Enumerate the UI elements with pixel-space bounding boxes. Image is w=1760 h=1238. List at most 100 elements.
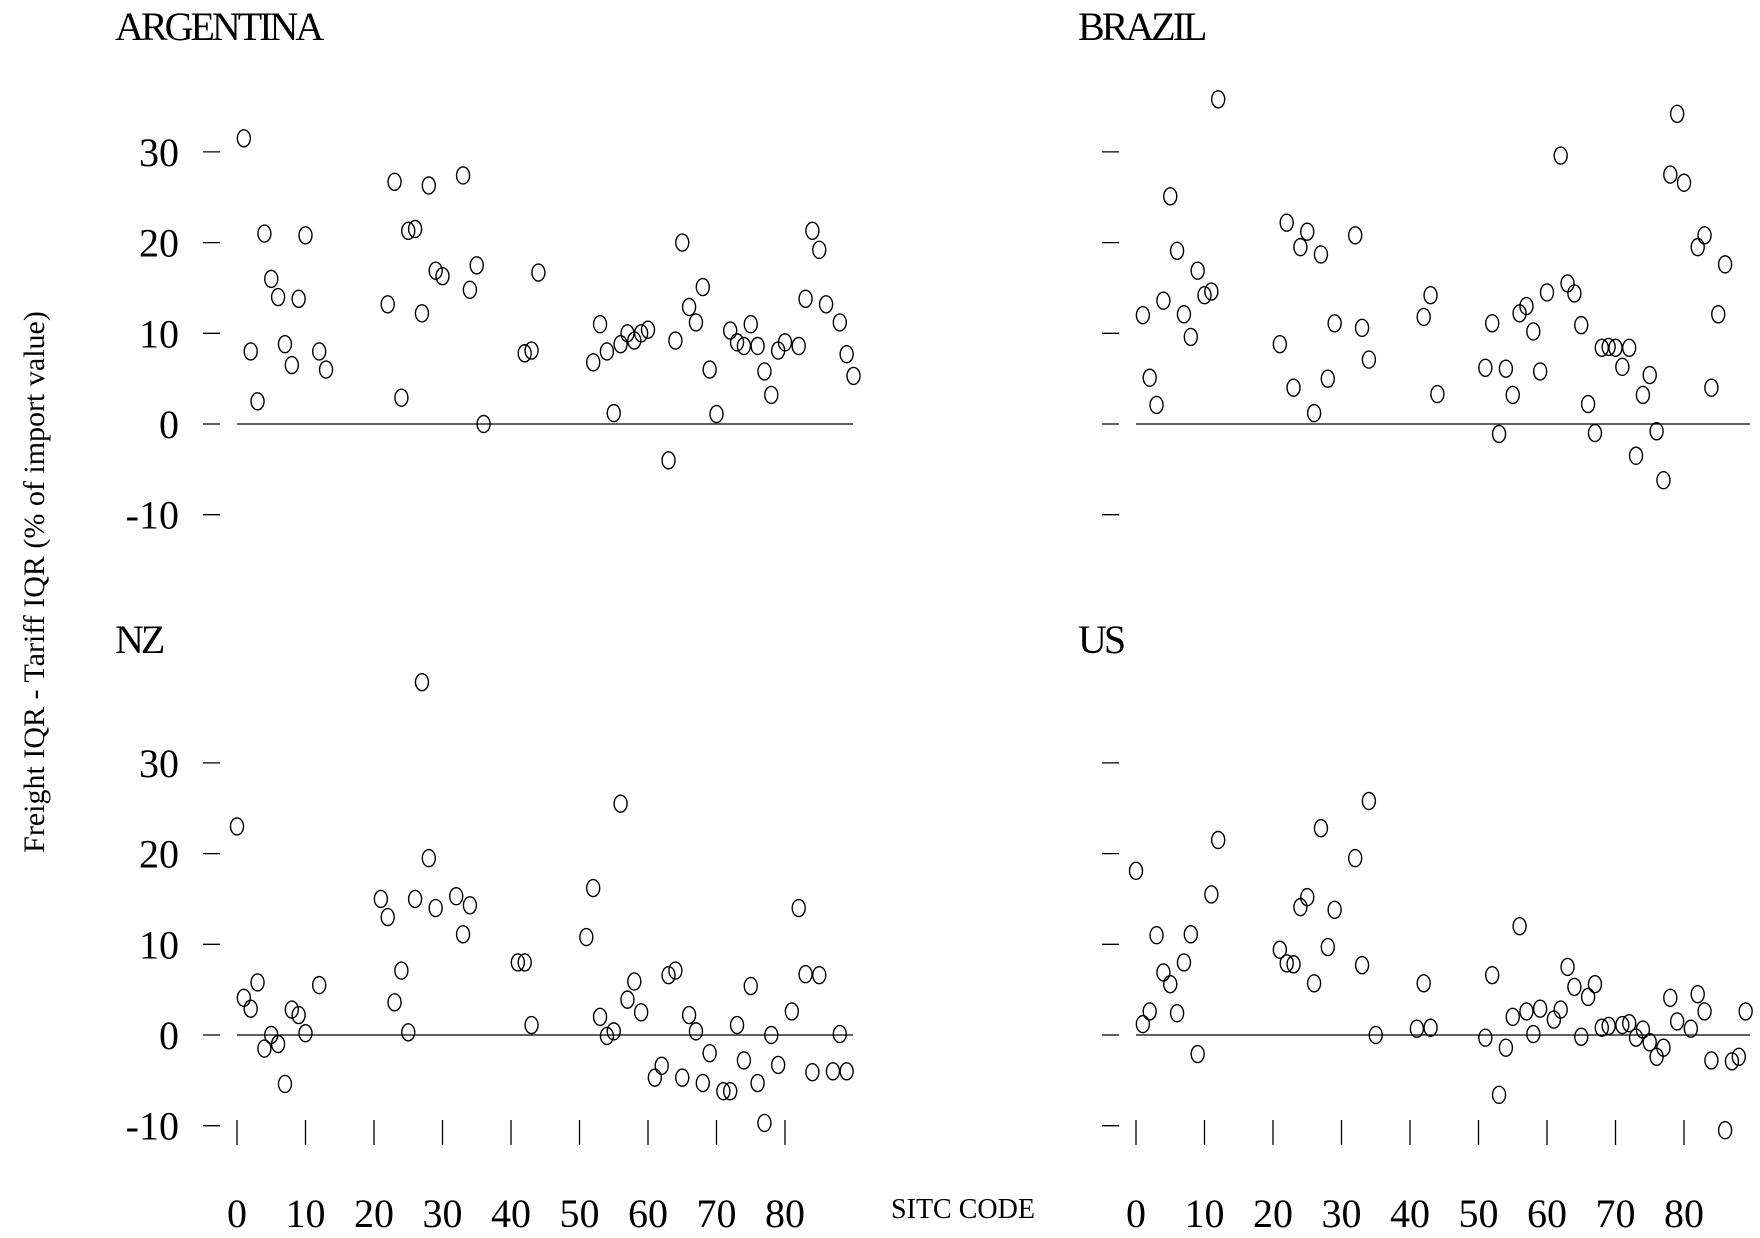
data-point-brazil [1423,286,1438,305]
data-point-us [1560,957,1575,977]
data-point-nz [723,1082,738,1101]
data-point-nz [592,1007,608,1027]
data-point-us [1169,1004,1185,1023]
x-axis-label: SITC CODE [891,1194,1035,1225]
data-point-brazil [1272,334,1288,354]
data-point-nz [633,1003,649,1022]
data-point-argentina [668,331,683,350]
data-point-us [1512,916,1527,936]
data-point-brazil [1649,422,1664,441]
data-point-argentina [421,176,436,195]
data-point-argentina [723,321,738,340]
xtick-label: 50 [1459,1191,1499,1233]
data-point-nz [832,1024,847,1044]
data-point-brazil [1210,90,1226,109]
data-point-brazil [1526,322,1541,341]
data-point-us [1272,940,1288,959]
data-point-nz [750,1073,765,1093]
data-point-brazil [1574,315,1589,335]
data-point-us [1669,1012,1685,1031]
xtick-label: 0 [227,1191,247,1233]
data-point-us [1642,1033,1657,1052]
data-point-argentina [702,360,717,379]
data-point-argentina [291,289,306,309]
data-point-nz [394,961,409,980]
data-point-nz [770,1055,786,1075]
xtick-label: 40 [491,1191,531,1233]
data-point-brazil [1300,222,1315,241]
xtick-label: 70 [1596,1191,1636,1233]
data-point-brazil [1621,338,1637,358]
xtick-label: 10 [286,1191,326,1233]
data-point-argentina [264,269,279,289]
data-point-argentina [428,261,443,280]
data-point-nz [757,1113,772,1133]
data-point-brazil [1690,237,1705,257]
data-point-us [1526,1024,1541,1044]
data-point-us [1574,1027,1589,1047]
data-point-us [1690,984,1705,1004]
data-point-us [1135,1014,1151,1034]
data-point-brazil [1491,424,1507,444]
data-point-us [1601,1016,1616,1036]
data-point-argentina [805,221,820,241]
data-point-brazil [1635,385,1651,405]
data-point-brazil [1676,173,1692,192]
data-point-argentina [661,451,676,470]
data-point-brazil [1190,261,1205,280]
data-point-argentina [586,353,601,372]
xtick-label: 40 [1390,1191,1430,1233]
data-point-argentina [270,287,286,307]
data-point-nz [291,1005,306,1025]
data-point-argentina [243,342,258,361]
data-point-nz [257,1039,272,1058]
data-point-argentina [462,280,478,299]
data-point-brazil [1697,226,1712,245]
data-point-argentina [394,388,409,407]
data-point-nz [668,961,683,980]
data-point-us [1580,987,1596,1007]
data-point-argentina [599,342,615,361]
data-point-nz [736,1051,752,1070]
data-point-nz [647,1068,663,1087]
data-point-nz [702,1043,717,1063]
panel-title-us: US [1078,617,1124,662]
data-point-us [1347,848,1363,868]
data-point-nz [414,672,430,692]
data-point-argentina [729,333,745,352]
data-point-nz [284,1000,299,1019]
xtick-label: 80 [765,1191,805,1233]
data-point-argentina [743,315,758,334]
data-point-nz [688,1022,704,1041]
data-point-us [1663,988,1678,1008]
data-point-us [1416,974,1431,993]
data-point-us [1649,1047,1664,1066]
data-point-argentina [236,129,252,148]
data-point-brazil [1601,337,1616,357]
data-point-us [1293,897,1308,917]
data-point-argentina [407,219,423,239]
data-point-argentina [592,315,608,334]
data-point-us [1553,1000,1568,1019]
data-point-us [1478,1028,1493,1047]
data-point-brazil [1416,307,1431,327]
xtick-label: 60 [1527,1191,1567,1233]
data-point-argentina [380,295,395,314]
data-point-us [1210,830,1226,850]
data-point-argentina [750,336,765,356]
data-point-brazil [1717,255,1733,274]
data-point-nz [380,907,395,927]
data-point-nz [839,1062,854,1081]
data-point-argentina [695,277,710,297]
ytick-label: 30 [139,130,179,175]
data-point-brazil [1711,305,1726,324]
xtick-label: 30 [423,1191,463,1233]
data-point-brazil [1347,226,1363,245]
data-point-us [1368,1025,1383,1045]
data-point-argentina [298,226,313,245]
data-point-us [1697,1002,1712,1021]
data-point-argentina [832,313,847,332]
data-point-brazil [1286,378,1301,397]
data-point-argentina [675,233,690,252]
